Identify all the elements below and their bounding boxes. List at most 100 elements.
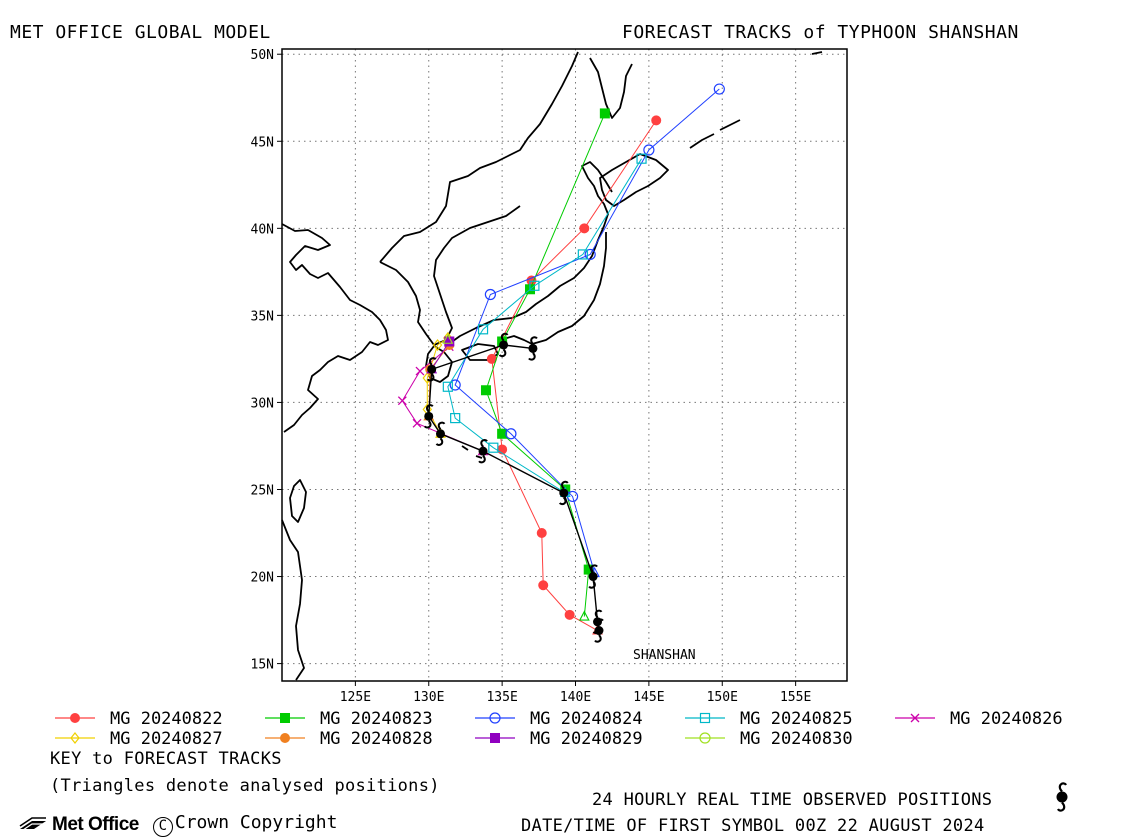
typhoon-position-icon (588, 564, 598, 589)
forecast-point (564, 609, 575, 620)
legend-item: MG 20240823 (265, 709, 433, 729)
china-south-coast (281, 519, 305, 681)
forecast-point (477, 324, 489, 335)
sakhalin-coast (589, 57, 633, 119)
observed-track (423, 332, 604, 643)
track-line (447, 158, 642, 494)
typhoon-symbol-icon (1056, 782, 1068, 812)
legend-marker (280, 733, 290, 743)
typhoon-position-icon (478, 439, 488, 464)
track-line (485, 113, 606, 617)
lat-tick-label: 20N (251, 571, 274, 586)
lon-tick-label: 125E (340, 690, 371, 705)
legend-marker (280, 713, 290, 723)
korea-coast (379, 51, 579, 346)
axis-tick-labels: 125E 130E 135E 140E 145E 150E 155E 15N 20N 25N 30N… (251, 48, 812, 705)
forecast-point (713, 83, 725, 95)
track-mg-20240830 (442, 333, 454, 344)
forecast-point (497, 428, 508, 439)
copyright-notice: C Crown Copyright (152, 812, 338, 837)
legend-marker (910, 713, 920, 723)
met-office-logo: Met Office C Crown Copyright (18, 812, 337, 837)
legend-item: MG 20240822 (55, 709, 223, 729)
met-office-wordmark: Met Office (52, 813, 139, 835)
key-title: KEY to FORECAST TRACKS (50, 749, 282, 769)
typhoon-position-icon (592, 609, 603, 634)
typhoon-position-icon (423, 404, 434, 429)
typhoon-position-icon (558, 480, 569, 506)
legend-label: MG 20240827 (110, 729, 223, 749)
forecast-point (450, 413, 461, 424)
met-office-logo-icon (19, 816, 46, 832)
forecast-point (449, 379, 461, 391)
forecast-point (583, 564, 594, 575)
header-right-title: FORECAST TRACKS of TYPHOON SHANSHAN (622, 22, 1019, 43)
legend-label: MG 20240829 (530, 729, 643, 749)
copyright-text: Crown Copyright (174, 812, 338, 833)
forecast-point (579, 223, 590, 234)
forecast-point (397, 396, 407, 406)
analysed-position-triangle (442, 333, 454, 344)
hokkaido-coast (599, 153, 669, 207)
forecast-tracks (397, 83, 725, 635)
legend: MG 20240822 MG 20240823 MG 20240824 MG 2024… (55, 709, 1063, 749)
coastline (281, 51, 823, 681)
lon-tick-label: 140E (560, 690, 591, 705)
forecast-point (412, 418, 422, 428)
legend-label: MG 20240828 (320, 729, 433, 749)
legend-label: MG 20240822 (110, 709, 223, 729)
forecast-point (488, 442, 499, 453)
legend-marker (490, 733, 500, 743)
legend-label: MG 20240824 (530, 709, 643, 729)
legend-marker (699, 712, 711, 724)
forecast-point (484, 288, 496, 301)
typhoon-position-icon (528, 336, 538, 361)
lat-tick-label: 15N (251, 658, 274, 673)
taiwan-coast (289, 479, 307, 523)
header-left-title: MET OFFICE GLOBAL MODEL (10, 22, 271, 43)
forecast-point (536, 528, 547, 539)
legend-item: MG 20240830 (685, 729, 853, 749)
lon-tick-label: 145E (633, 690, 664, 705)
storm-name-label: SHANSHAN (633, 648, 696, 663)
lat-tick-label: 25N (251, 483, 274, 498)
legend-item: MG 20240825 (685, 709, 853, 729)
lat-tick-label: 30N (251, 396, 274, 411)
graticule (277, 49, 847, 686)
legend-marker (70, 732, 80, 744)
forecast-point (480, 385, 491, 396)
legend-item: MG 20240829 (475, 729, 643, 749)
forecast-point (651, 115, 662, 126)
kuril-coast (689, 51, 823, 149)
typhoon-position-icon (435, 421, 446, 446)
legend-item: MG 20240824 (475, 709, 643, 729)
first-symbol-datetime: DATE/TIME OF FIRST SYMBOL 00Z 22 AUGUST … (521, 816, 985, 836)
mainland-coast (281, 223, 389, 433)
track-line (491, 120, 657, 631)
copyright-icon: C (152, 817, 173, 837)
forecast-point (486, 353, 497, 364)
lon-tick-label: 155E (780, 690, 811, 705)
legend-label: MG 20240823 (320, 709, 433, 729)
lat-tick-label: 35N (251, 309, 274, 324)
observed-positions-note: 24 HOURLY REAL TIME OBSERVED POSITIONS (592, 790, 993, 810)
map-frame (281, 48, 848, 682)
forecast-point (442, 381, 453, 392)
legend-item: MG 20240827 (55, 729, 223, 749)
analysed-position-triangle (578, 610, 590, 621)
forecast-point (432, 339, 443, 351)
kyushu-coast (425, 345, 453, 383)
forecast-point (636, 153, 647, 164)
forecast-point (415, 366, 425, 376)
legend-marker (489, 712, 501, 724)
forecast-point (643, 144, 655, 156)
legend-item: MG 20240828 (265, 729, 433, 749)
track-mg-20240824 (449, 83, 725, 578)
forecast-point (444, 336, 455, 347)
legend-marker (699, 732, 711, 744)
lat-tick-label: 50N (251, 48, 274, 63)
forecast-point (577, 249, 588, 260)
lat-tick-label: 40N (251, 222, 274, 237)
observed-track-line (428, 344, 600, 631)
